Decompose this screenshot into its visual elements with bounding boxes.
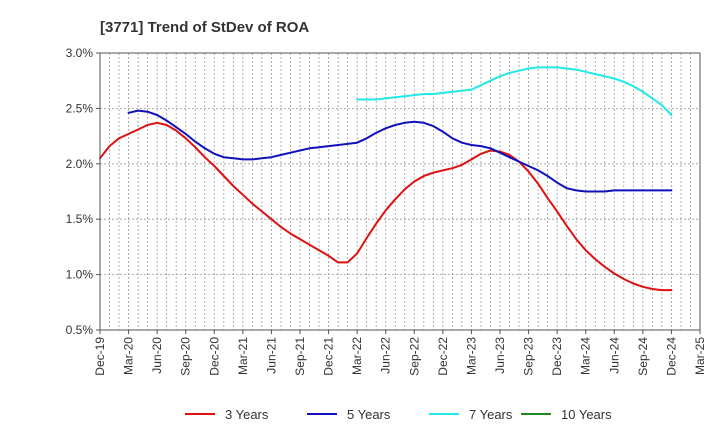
x-tick-label: Jun-20 — [150, 337, 164, 374]
y-tick-label: 0.5% — [66, 323, 94, 337]
series-line-3 — [356, 66, 673, 116]
x-tick-label: Jun-21 — [264, 337, 278, 374]
x-tick-label: Mar-21 — [236, 337, 250, 375]
x-tick-label: Dec-19 — [93, 337, 107, 376]
y-axis-ticks: 0.5% 1.0% 1.5% 2.0% 2.5% 3.0% — [66, 46, 100, 337]
x-tick-label: Dec-22 — [436, 337, 450, 376]
legend-label: 7 Years — [469, 407, 513, 422]
x-tick-label: Sep-22 — [407, 337, 421, 376]
x-tick-label: Dec-23 — [550, 337, 564, 376]
legend: 3 Years 5 Years 7 Years 10 Years — [185, 407, 612, 422]
grid-lines — [100, 52, 700, 330]
x-tick-label: Dec-20 — [207, 337, 221, 376]
x-tick-label: Mar-22 — [350, 337, 364, 375]
legend-label: 3 Years — [225, 407, 269, 422]
x-tick-label: Jun-22 — [379, 337, 393, 374]
x-tick-label: Sep-21 — [293, 337, 307, 376]
legend-label: 10 Years — [561, 407, 612, 422]
x-tick-label: Mar-20 — [122, 337, 136, 375]
x-tick-label: Sep-20 — [179, 337, 193, 376]
series-line-2 — [127, 109, 673, 193]
x-axis-ticks: Dec-19 Mar-20 Jun-20 Sep-20 Dec-20 Mar-21 Jun-… — [93, 330, 707, 376]
axes — [99, 52, 701, 331]
x-tick-label: Mar-24 — [579, 337, 593, 375]
x-tick-label: Sep-23 — [522, 337, 536, 376]
x-tick-label: Mar-23 — [464, 337, 478, 375]
y-tick-label: 1.5% — [66, 212, 94, 226]
series-line-1 — [99, 121, 673, 292]
x-tick-label: Dec-24 — [664, 337, 678, 376]
x-tick-label: Jun-23 — [493, 337, 507, 374]
x-tick-label: Jun-24 — [607, 337, 621, 374]
series-layer — [99, 66, 673, 292]
x-tick-label: Dec-21 — [322, 337, 336, 376]
plot-border — [99, 52, 701, 331]
x-tick-label: Mar-25 — [693, 337, 707, 375]
y-tick-label: 3.0% — [66, 46, 94, 60]
chart-title: [3771] Trend of StDev of ROA — [100, 19, 309, 36]
y-tick-label: 2.5% — [66, 101, 94, 115]
y-tick-label: 1.0% — [66, 268, 94, 282]
y-tick-label: 2.0% — [66, 157, 94, 171]
legend-label: 5 Years — [347, 407, 391, 422]
x-tick-label: Sep-24 — [636, 337, 650, 376]
